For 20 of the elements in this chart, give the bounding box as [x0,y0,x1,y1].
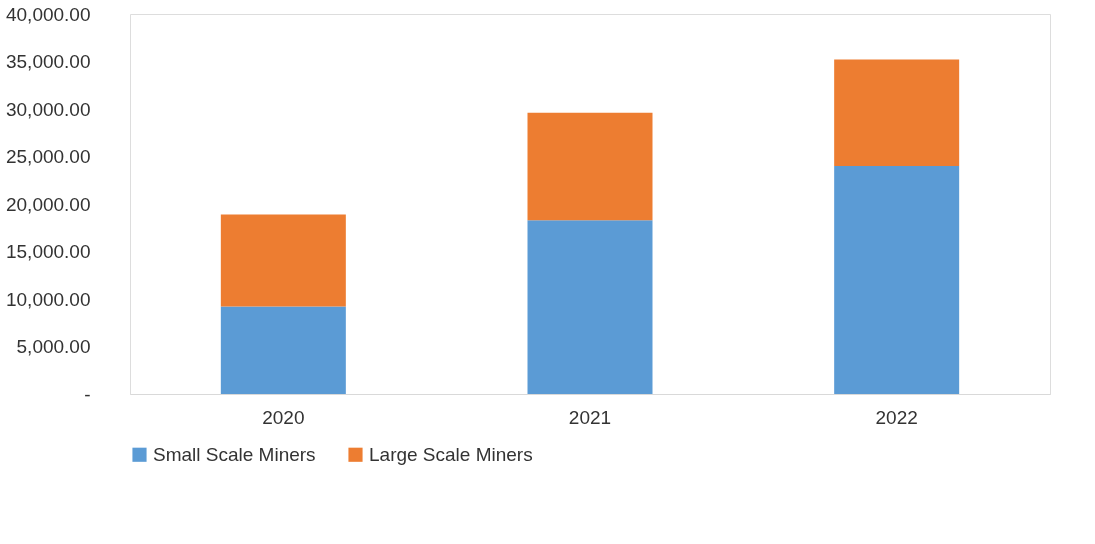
y-tick-label: 40,000.00 [5,3,91,25]
legend-label: Large Scale Miners [369,443,533,465]
x-tick-label: 2022 [875,406,918,428]
y-tick-label: 20,000.00 [5,193,91,215]
x-tick-label: 2021 [568,406,612,428]
bar [527,220,653,394]
legend-label: Small Scale Miners [153,443,316,465]
y-tick-label: 30,000.00 [5,98,91,120]
y-tick-label: 15,000.00 [5,241,91,262]
bar [220,306,346,394]
bar [834,166,960,394]
y-tick-label: 35,000.00 [5,51,91,72]
y-tick-label: - [84,383,91,405]
y-tick-label: 10,000.00 [5,288,91,310]
y-tick-label: 25,000.00 [5,146,91,167]
y-tick-label: 5,000.00 [16,336,91,357]
bar [220,214,346,307]
bar [834,59,960,166]
x-tick-label: 2020 [262,406,305,428]
bar [527,112,653,221]
